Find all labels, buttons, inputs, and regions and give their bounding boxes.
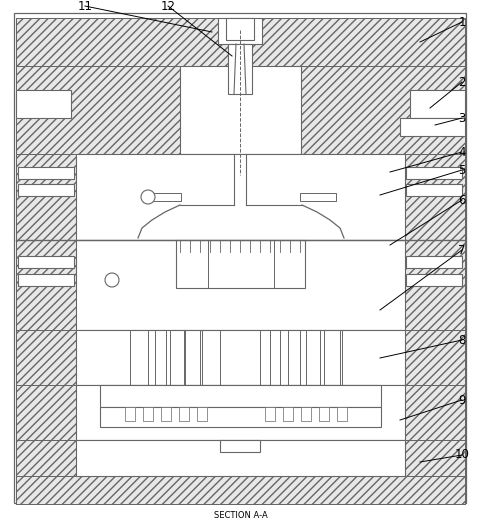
Bar (125, 407, 135, 421)
Bar (197, 407, 206, 421)
Bar (18, 167, 74, 179)
Bar (16, 154, 464, 240)
Bar (16, 240, 464, 330)
Bar (76, 440, 404, 476)
Bar (179, 407, 189, 421)
Bar (318, 407, 328, 421)
Circle shape (141, 190, 155, 204)
Text: 11: 11 (77, 0, 92, 13)
Bar (300, 193, 336, 201)
Bar (161, 407, 171, 421)
Bar (405, 167, 461, 179)
Text: 6: 6 (457, 193, 465, 206)
Bar (16, 476, 464, 504)
Bar (16, 240, 464, 330)
Text: 9: 9 (457, 393, 465, 407)
Bar (16, 66, 464, 154)
Bar (16, 18, 464, 66)
Text: 1: 1 (457, 15, 465, 29)
Bar (76, 330, 404, 385)
Bar (16, 385, 76, 440)
Text: 7: 7 (457, 243, 465, 257)
Bar (282, 407, 292, 421)
Bar (399, 118, 464, 136)
Bar (16, 440, 464, 476)
Bar (144, 193, 180, 201)
Bar (300, 407, 311, 421)
Bar (76, 240, 404, 330)
Bar (405, 274, 461, 286)
Bar (100, 407, 380, 427)
Bar (219, 440, 260, 452)
Bar (16, 330, 464, 385)
Bar (404, 385, 464, 440)
Bar (180, 66, 300, 154)
Bar (100, 385, 380, 407)
Bar (264, 407, 275, 421)
Bar (16, 66, 464, 154)
Text: SECTION A-A: SECTION A-A (213, 511, 267, 520)
Text: 2: 2 (457, 76, 465, 89)
Text: 4: 4 (457, 146, 465, 158)
Bar (16, 476, 464, 504)
Bar (404, 385, 464, 440)
Bar (217, 18, 262, 44)
Text: 12: 12 (160, 0, 175, 13)
Bar (228, 44, 252, 94)
Bar (18, 256, 74, 268)
Bar (16, 90, 71, 118)
Text: 5: 5 (457, 164, 465, 176)
Bar (18, 184, 74, 196)
Bar (409, 90, 464, 118)
Bar (405, 184, 461, 196)
Bar (18, 274, 74, 286)
Bar (336, 407, 346, 421)
Bar (405, 256, 461, 268)
Bar (16, 154, 464, 240)
Bar (16, 440, 464, 476)
Bar (176, 240, 304, 288)
Bar (16, 330, 464, 385)
Text: 3: 3 (457, 111, 465, 125)
Text: 8: 8 (457, 334, 465, 346)
Bar (76, 385, 404, 440)
Circle shape (105, 273, 119, 287)
Bar (226, 18, 253, 40)
Bar (76, 154, 404, 240)
Text: 10: 10 (454, 448, 468, 461)
Bar (143, 407, 153, 421)
Bar (16, 18, 464, 66)
Bar (16, 385, 76, 440)
